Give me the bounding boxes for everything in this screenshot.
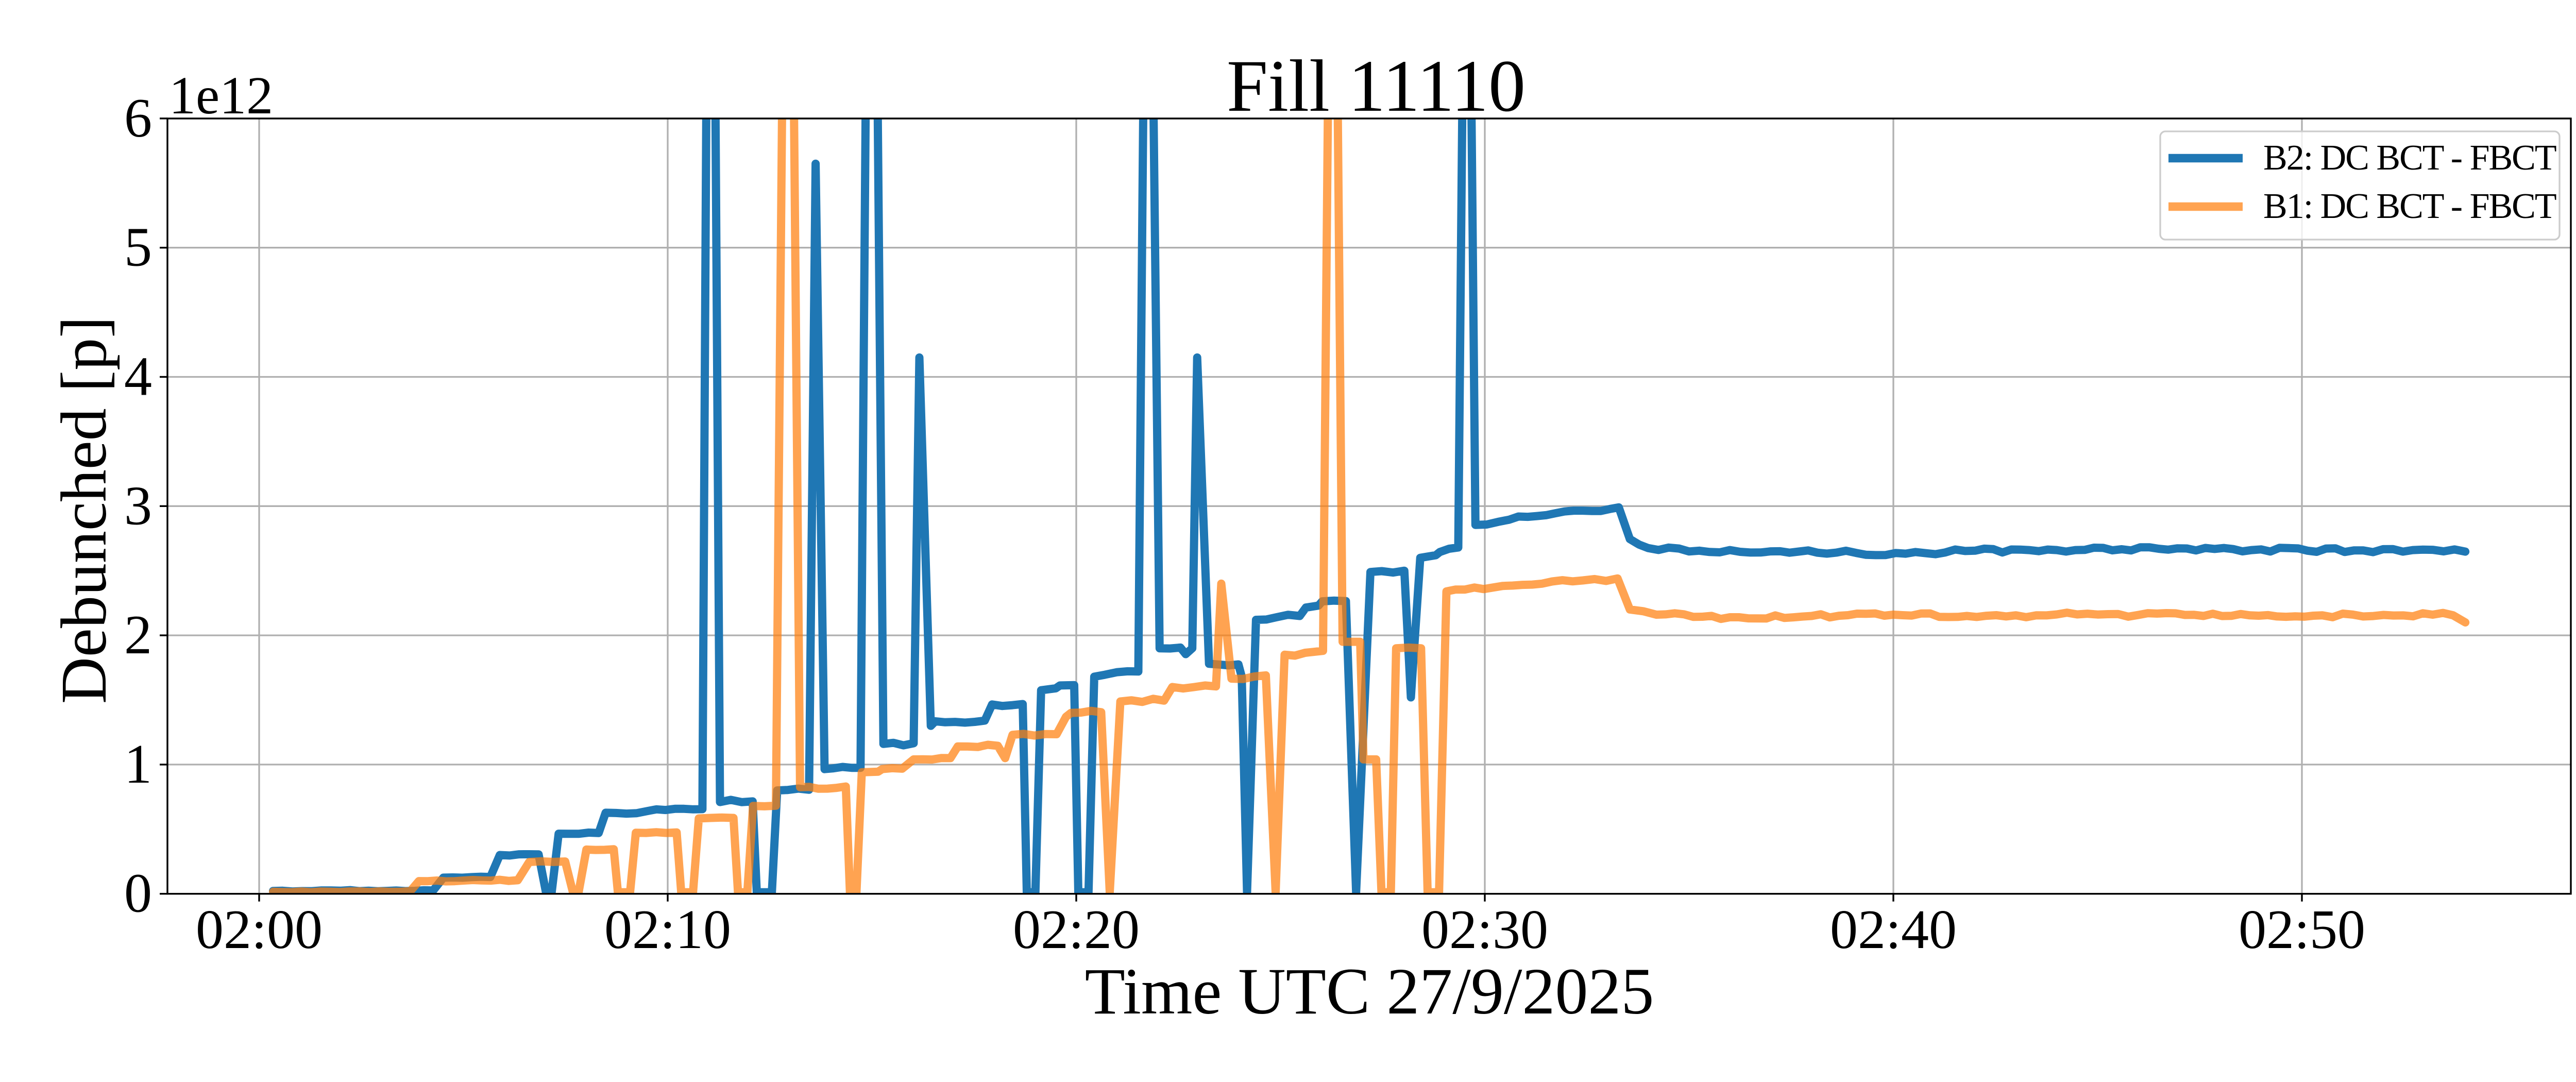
svg-text:Fill 11110: Fill 11110	[1227, 45, 1526, 127]
svg-text:B2: DC BCT - FBCT: B2: DC BCT - FBCT	[2263, 138, 2556, 178]
svg-text:6: 6	[124, 88, 152, 149]
svg-text:1e12: 1e12	[169, 66, 273, 125]
svg-text:B1: DC BCT - FBCT: B1: DC BCT - FBCT	[2263, 187, 2556, 226]
svg-text:3: 3	[124, 475, 152, 536]
svg-text:0: 0	[124, 863, 152, 924]
svg-text:4: 4	[124, 346, 152, 408]
svg-text:02:10: 02:10	[604, 899, 731, 960]
svg-text:Debunched [p]: Debunched [p]	[48, 316, 120, 704]
svg-text:02:50: 02:50	[2239, 899, 2365, 960]
svg-text:02:40: 02:40	[1830, 899, 1957, 960]
svg-text:02:30: 02:30	[1421, 899, 1548, 960]
svg-text:Time UTC 27/9/2025: Time UTC 27/9/2025	[1085, 955, 1654, 1028]
svg-text:02:00: 02:00	[196, 899, 323, 960]
svg-text:2: 2	[124, 604, 152, 666]
svg-text:1: 1	[124, 734, 152, 795]
svg-text:02:20: 02:20	[1013, 899, 1140, 960]
svg-text:5: 5	[124, 217, 152, 278]
